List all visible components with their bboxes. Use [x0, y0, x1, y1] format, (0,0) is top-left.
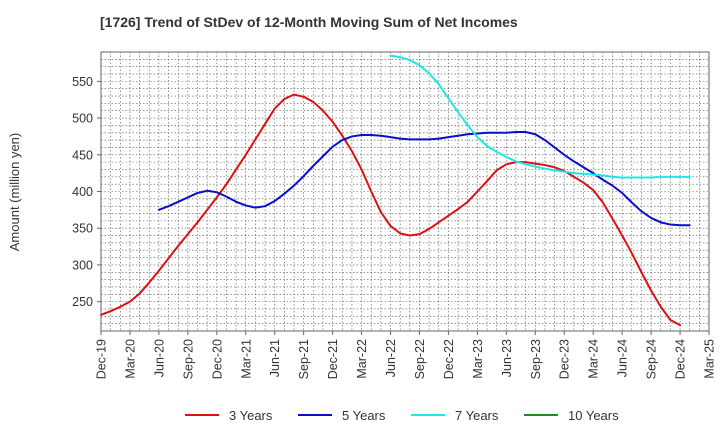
series-line-3-years — [100, 93, 682, 327]
series-line-5-years — [157, 131, 691, 227]
y-tick-label: 250 — [72, 295, 93, 309]
x-tick-label: Dec-24 — [674, 339, 688, 379]
legend-swatch — [298, 414, 332, 416]
y-axis-label: Amount (million yen) — [7, 133, 22, 252]
x-tick-label: Dec-19 — [95, 339, 109, 379]
legend-item-7-years: 7 Years — [411, 404, 498, 426]
x-tick-label: Dec-22 — [442, 339, 456, 379]
legend-label: 7 Years — [455, 407, 499, 423]
x-tick-label: Dec-20 — [210, 339, 224, 379]
x-tick-label: Dec-21 — [326, 339, 340, 379]
y-tick-label: 300 — [72, 258, 93, 272]
y-tick-label: 550 — [72, 75, 93, 89]
legend-swatch — [411, 414, 445, 416]
legend: 3 Years 5 Years 7 Years 10 Years — [0, 404, 720, 426]
x-tick-label: Sep-24 — [645, 339, 659, 379]
y-tick-label: 450 — [72, 148, 93, 162]
x-tick-label: Mar-22 — [355, 339, 369, 379]
legend-item-3-years: 3 Years — [185, 404, 272, 426]
legend-item-5-years: 5 Years — [298, 404, 385, 426]
x-tick-label: Sep-21 — [297, 339, 311, 379]
axes: 250 300 350 400 450 500 550 Dec-19 Mar-20 Jun-20 S… — [72, 51, 717, 379]
x-tick-label: Jun-23 — [500, 339, 514, 377]
y-tick-label: 400 — [72, 185, 93, 199]
x-tick-label: Mar-25 — [703, 339, 717, 379]
legend-item-10-years: 10 Years — [524, 404, 619, 426]
series-line-7-years — [389, 54, 691, 179]
series-lines — [100, 54, 691, 327]
x-tick-label: Sep-23 — [529, 339, 543, 379]
y-tick-label: 350 — [72, 222, 93, 236]
grid — [100, 51, 710, 332]
chart-title: [1726] Trend of StDev of 12-Month Moving… — [100, 14, 518, 30]
x-tick-label: Sep-20 — [181, 339, 195, 379]
x-tick-label: Mar-23 — [471, 339, 485, 379]
x-tick-label: Jun-21 — [268, 339, 282, 377]
legend-swatch — [185, 414, 219, 416]
legend-swatch — [524, 414, 558, 416]
x-tick-label: Jun-24 — [616, 339, 630, 377]
x-tick-label: Mar-21 — [239, 339, 253, 379]
y-tick-label: 500 — [72, 112, 93, 126]
x-tick-label: Mar-20 — [123, 339, 137, 379]
x-tick-label: Sep-22 — [413, 339, 427, 379]
legend-label: 3 Years — [229, 407, 273, 423]
x-tick-label: Jun-22 — [384, 339, 398, 377]
x-tick-label: Mar-24 — [587, 339, 601, 379]
legend-label: 5 Years — [342, 407, 386, 423]
x-tick-label: Dec-23 — [558, 339, 572, 379]
legend-label: 10 Years — [568, 407, 619, 423]
x-tick-label: Jun-20 — [152, 339, 166, 377]
